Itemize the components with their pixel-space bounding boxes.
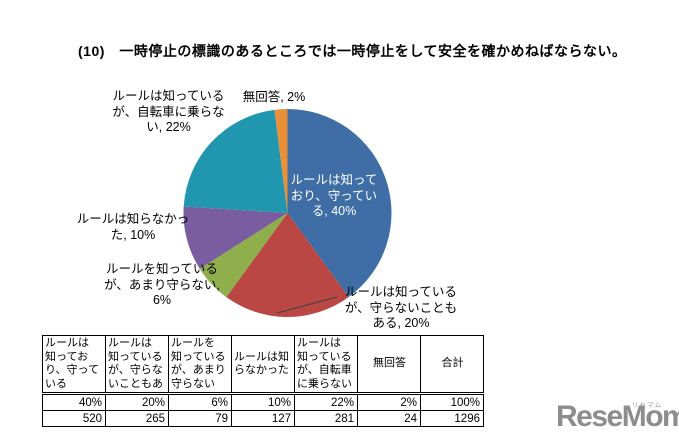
pie-slice xyxy=(274,109,288,213)
table-cell: 22% xyxy=(294,392,358,411)
table-header-cell: ルールは 知っている が、守らな いこともあ xyxy=(105,335,169,394)
table-header-cell: ルールは知 らなかった xyxy=(231,335,295,394)
table-cell: 24 xyxy=(357,410,421,427)
table-cell: 265 xyxy=(105,410,169,427)
label-leader-line xyxy=(276,296,338,314)
table-cell: 2% xyxy=(357,392,421,411)
logo-wordmark: ReseMom. xyxy=(556,400,679,433)
table-header-cell: ルールを 知っている が、あまり 守らない xyxy=(168,335,232,394)
table-cell: 100% xyxy=(420,392,484,411)
table-cell: 20% xyxy=(105,392,169,411)
chart-title: (10) 一時停止の標識のあるところでは一時停止をして安全を確かめねばならない。 xyxy=(78,43,627,59)
pie-slice xyxy=(199,213,288,298)
pie-label-no-answer: 無回答, 2% xyxy=(242,90,306,104)
table-header-cell: 合計 xyxy=(420,335,484,394)
logo-furigana: リセマム xyxy=(632,402,662,409)
table-cell: 127 xyxy=(231,410,295,427)
table-header-cell: 無回答 xyxy=(357,335,421,394)
table-cell: 79 xyxy=(168,410,232,427)
table-percent-row: 40% 20% 6% 10% 22% 2% 100% xyxy=(42,392,484,411)
pie-label-sometimes-break: ルールは知っている が、守らないことも ある, 20% xyxy=(344,285,458,330)
resemom-logo: リセマム ReseMom. xyxy=(556,398,679,442)
pie-slice xyxy=(183,206,288,269)
table-cell: 520 xyxy=(42,410,106,427)
pie-slice xyxy=(183,109,288,213)
table-cell: 1296 xyxy=(420,410,484,427)
table-header-row: ルールは 知ってお り、守って いる ルールは 知っている が、守らな いことも… xyxy=(42,335,484,394)
table-cell: 40% xyxy=(42,392,106,411)
table-cell: 281 xyxy=(294,410,358,427)
pie-label-keep: ルールは知って おり、守ってい る, 40% xyxy=(290,173,378,218)
pie-label-no-ride: ルールは知っている が、自転車に乗らな い, 22% xyxy=(112,89,225,134)
pie-label-rarely-keep: ルールを知っている が、あまり守らない, 6% xyxy=(104,262,220,307)
pie-slice xyxy=(226,213,349,318)
table-cell: 10% xyxy=(231,392,295,411)
table-cell: 6% xyxy=(168,392,232,411)
summary-table: ルールは 知ってお り、守って いる ルールは 知っている が、守らな いことも… xyxy=(42,335,484,427)
pie-label-did-not-know: ルールは知らなかっ た, 10% xyxy=(76,212,190,242)
table-header-cell: ルールは 知ってお り、守って いる xyxy=(42,335,106,394)
pie-slice xyxy=(287,108,392,298)
table-count-row: 520 265 79 127 281 24 1296 xyxy=(42,410,484,427)
table-header-cell: ルールは 知っている が、自転車 に乗らない xyxy=(294,335,358,394)
